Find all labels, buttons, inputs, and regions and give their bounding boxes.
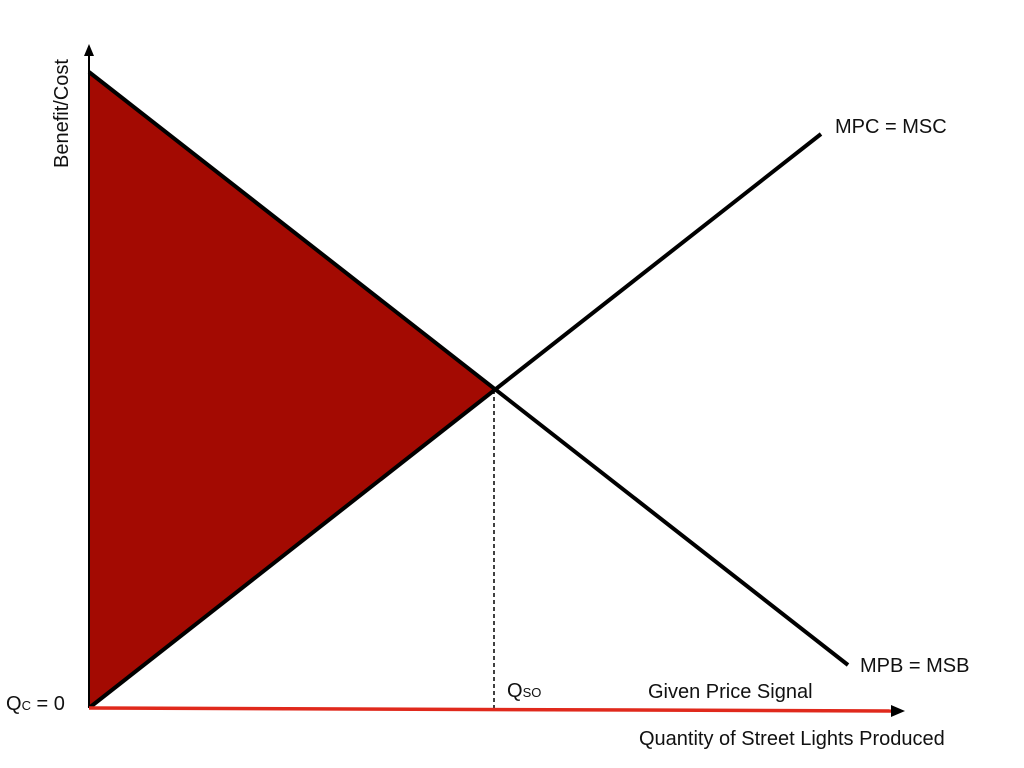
arrow-up-icon [84,44,94,56]
competitive-quantity-value: = 0 [31,693,65,715]
demand-curve [87,70,850,667]
y-axis-label: Benefit/Cost [51,59,73,168]
competitive-quantity-label: QC = 0 [6,693,65,715]
price-signal-line [88,706,894,713]
competitive-quantity-main: Q [6,693,22,715]
social-optimum-main: Q [507,680,523,702]
social-optimum-subscript: SO [523,685,542,700]
supply-curve-label: MPC = MSC [835,116,947,138]
competitive-quantity-subscript: C [22,698,31,713]
x-axis-label: Quantity of Street Lights Produced [639,728,945,750]
price-signal-label: Given Price Signal [648,681,813,703]
supply-curve [87,132,823,710]
deadweight-loss-area [89,72,493,708]
social-optimum-label: QSO [507,680,541,702]
arrow-right-icon [891,705,905,717]
demand-curve-label: MPB = MSB [860,655,969,677]
